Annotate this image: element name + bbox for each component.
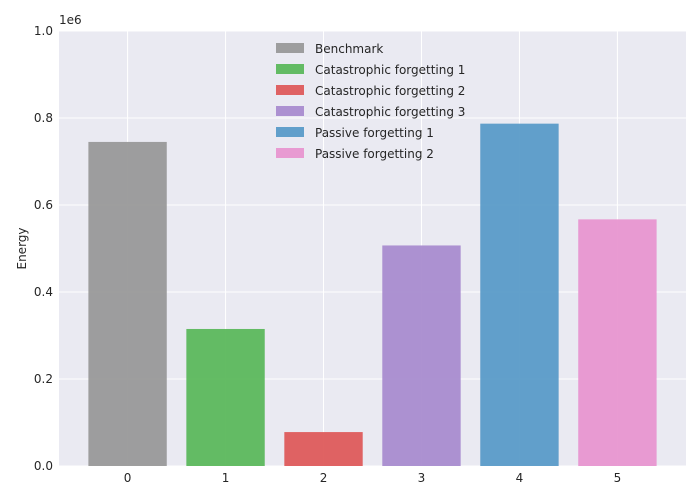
legend-swatch bbox=[276, 64, 304, 74]
y-tick-labels: 0.0 0.2 0.4 0.6 0.8 1.0 bbox=[34, 24, 53, 473]
legend-label: Catastrophic forgetting 3 bbox=[315, 105, 465, 119]
x-tick-label: 1 bbox=[222, 471, 230, 485]
y-tick-label: 0.0 bbox=[34, 459, 53, 473]
legend-swatch bbox=[276, 43, 304, 53]
legend-label: Catastrophic forgetting 2 bbox=[315, 84, 465, 98]
bar-catastrophic-forgetting-2 bbox=[284, 432, 363, 466]
legend-label: Passive forgetting 1 bbox=[315, 126, 434, 140]
bar-passive-forgetting-2 bbox=[578, 219, 657, 466]
legend-swatch bbox=[276, 85, 304, 95]
x-tick-label: 2 bbox=[320, 471, 328, 485]
legend-swatch bbox=[276, 106, 304, 116]
bar-passive-forgetting-1 bbox=[480, 123, 559, 466]
y-axis-label: Energy bbox=[15, 227, 29, 269]
x-tick-label: 4 bbox=[516, 471, 524, 485]
x-tick-label: 0 bbox=[124, 471, 132, 485]
y-tick-label: 0.6 bbox=[34, 198, 53, 212]
x-tick-label: 5 bbox=[614, 471, 622, 485]
legend-label: Catastrophic forgetting 1 bbox=[315, 63, 465, 77]
y-tick-label: 0.4 bbox=[34, 285, 53, 299]
y-tick-label: 1.0 bbox=[34, 24, 53, 38]
y-tick-label: 0.8 bbox=[34, 111, 53, 125]
legend-swatch bbox=[276, 127, 304, 137]
bars bbox=[88, 123, 657, 467]
legend-label: Benchmark bbox=[315, 42, 383, 56]
bar-benchmark bbox=[88, 141, 167, 467]
x-tick-labels: 0 1 2 3 4 5 bbox=[124, 471, 621, 485]
x-tick-label: 3 bbox=[418, 471, 426, 485]
y-tick-label: 0.2 bbox=[34, 372, 53, 386]
legend: Benchmark Catastrophic forgetting 1 Catast… bbox=[276, 42, 465, 161]
bar-catastrophic-forgetting-3 bbox=[382, 245, 461, 466]
bar-catastrophic-forgetting-1 bbox=[186, 328, 265, 466]
legend-swatch bbox=[276, 148, 304, 158]
y-axis-multiplier: 1e6 bbox=[59, 13, 82, 27]
legend-label: Passive forgetting 2 bbox=[315, 147, 434, 161]
